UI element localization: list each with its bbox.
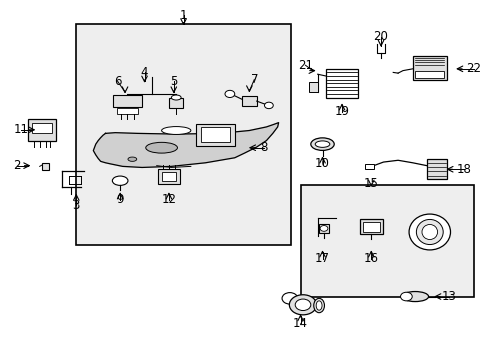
Polygon shape: [93, 123, 278, 167]
Text: 14: 14: [292, 317, 307, 330]
Bar: [362, 222, 379, 231]
Bar: [195, 125, 234, 146]
Bar: [300, 185, 473, 297]
Text: 21: 21: [297, 59, 312, 72]
Bar: [32, 123, 52, 134]
Bar: [426, 159, 447, 179]
Bar: [309, 82, 318, 92]
Text: 4: 4: [141, 66, 148, 79]
Text: 17: 17: [314, 252, 329, 265]
Text: 1: 1: [180, 9, 187, 22]
Bar: [365, 164, 373, 169]
Text: 15: 15: [363, 177, 378, 190]
Ellipse shape: [408, 214, 449, 250]
Bar: [318, 224, 329, 233]
Bar: [76, 24, 290, 244]
Circle shape: [320, 226, 327, 231]
Circle shape: [264, 102, 273, 109]
Text: 22: 22: [465, 62, 480, 75]
Bar: [158, 169, 180, 184]
Ellipse shape: [415, 220, 442, 244]
Ellipse shape: [145, 142, 177, 153]
Bar: [412, 56, 446, 80]
Bar: [42, 163, 49, 170]
Ellipse shape: [316, 301, 322, 310]
Text: 18: 18: [456, 163, 470, 176]
Text: 19: 19: [334, 105, 349, 118]
Ellipse shape: [161, 127, 190, 134]
Text: 3: 3: [72, 199, 80, 212]
Text: 8: 8: [260, 141, 267, 154]
Ellipse shape: [313, 298, 324, 313]
Text: 5: 5: [170, 75, 177, 88]
Circle shape: [224, 90, 234, 98]
Circle shape: [295, 299, 310, 311]
Text: 10: 10: [314, 157, 329, 170]
Bar: [169, 98, 183, 108]
Ellipse shape: [310, 138, 333, 150]
Bar: [117, 108, 138, 114]
Text: 11: 11: [14, 123, 29, 136]
Bar: [325, 69, 357, 98]
Circle shape: [289, 295, 316, 315]
Text: 7: 7: [250, 73, 258, 86]
Bar: [200, 127, 229, 141]
Text: 9: 9: [116, 193, 123, 206]
Bar: [414, 71, 444, 78]
Bar: [359, 219, 382, 234]
Bar: [28, 119, 56, 140]
Circle shape: [282, 293, 297, 304]
Bar: [161, 172, 176, 181]
Text: 12: 12: [161, 193, 176, 206]
Bar: [113, 95, 142, 107]
Ellipse shape: [171, 95, 181, 100]
Circle shape: [400, 292, 411, 301]
Bar: [242, 96, 256, 106]
Ellipse shape: [128, 157, 137, 161]
Text: 6: 6: [114, 75, 121, 88]
Ellipse shape: [315, 141, 329, 147]
Ellipse shape: [401, 292, 427, 302]
Ellipse shape: [112, 176, 128, 185]
Text: 20: 20: [373, 30, 387, 43]
Ellipse shape: [421, 225, 437, 239]
Text: 13: 13: [441, 290, 456, 303]
Text: 16: 16: [363, 252, 378, 265]
Text: 2: 2: [13, 159, 20, 172]
